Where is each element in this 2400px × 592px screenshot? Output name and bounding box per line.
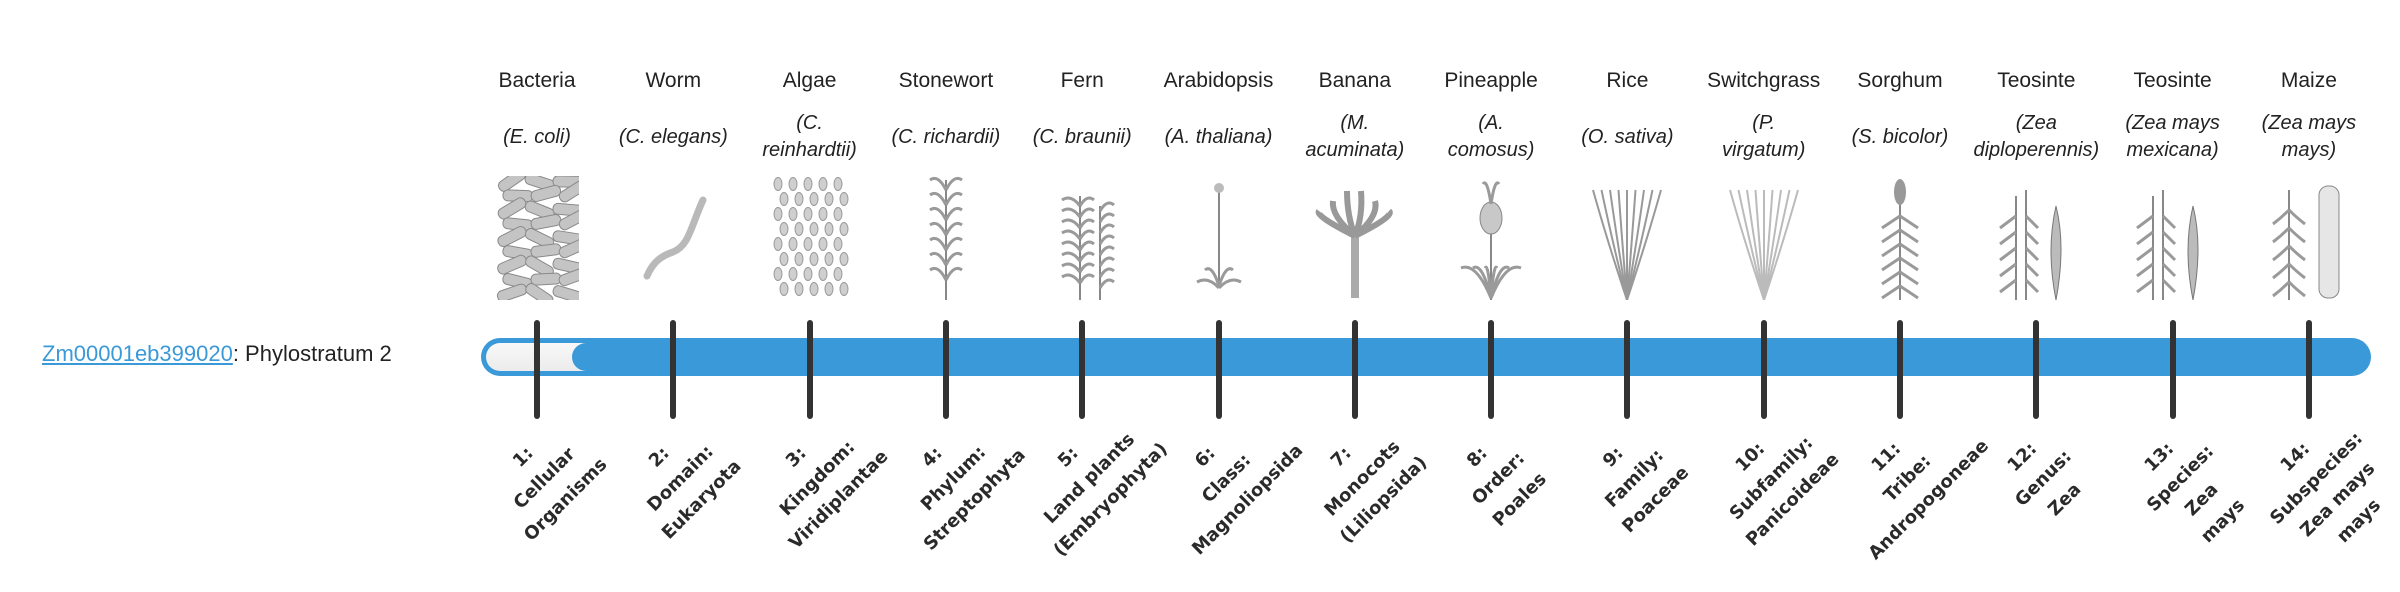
phylostratum-bar [481, 338, 2371, 376]
stratum-tick [1897, 320, 1903, 419]
fern-icon [1061, 196, 1116, 300]
organism-common-name: Rice [1606, 69, 1649, 92]
stratum-tick [1488, 320, 1495, 419]
rice-icon [1592, 189, 1663, 300]
organism-common-name: Arabidopsis [1163, 69, 1274, 92]
organism-scientific-name: (S. bicolor) [1851, 125, 1949, 148]
organism-scientific-name: (A. thaliana) [1164, 125, 1273, 148]
stratum-label: 4: Phylum: Streptophyta [916, 441, 1030, 555]
stratum-label: 3: Kingdom: Viridiplantae [775, 436, 892, 554]
stratum-label: 2: Domain: Eukaryota [643, 441, 746, 544]
stratum-label: 10: Subfamily: Panicoideae [1725, 432, 1844, 551]
organism-scientific-name: (A. comosus) [1447, 112, 1535, 161]
stratum-label: 6: Class: Magnoliopsida [1187, 440, 1307, 560]
organism-scientific-name: (Zea mays mexicana) [2125, 112, 2220, 161]
organism-common-name: Maize [2280, 69, 2337, 92]
stratum-tick [670, 320, 677, 419]
sorghum-icon [1881, 179, 1919, 300]
organism-scientific-name: (O. sativa) [1581, 125, 1674, 148]
organism-common-name: Stonewort [898, 69, 994, 92]
organism-common-name: Bacteria [498, 69, 576, 92]
stratum-tick [806, 320, 813, 419]
organism-common-name: Algae [782, 69, 837, 92]
phylostratum-text: : Phylostratum 2 [232, 341, 392, 366]
organism-common-name: Teosinte [1997, 69, 2076, 92]
organism-scientific-name: (C. braunii) [1032, 125, 1132, 148]
stratum-tick [942, 320, 949, 419]
stratum-tick [1215, 320, 1222, 419]
algae-icon [773, 177, 849, 296]
pineapple-icon [1460, 181, 1522, 300]
stratum-label: 12: Genus: Zea [2003, 438, 2086, 521]
stratum-label: 7: Monocots (Liliopsida) [1320, 436, 1432, 548]
organism-common-name: Fern [1060, 69, 1104, 92]
gene-label: Zm00001eb399020: Phylostratum 2 [42, 340, 392, 368]
banana-icon [1315, 190, 1393, 298]
gene-id-link[interactable]: Zm00001eb399020 [42, 341, 233, 366]
organism-common-name: Worm [645, 69, 702, 92]
organism-scientific-name: (Zea diploperennis) [1973, 112, 2100, 161]
stratum-label: 8: Order: Poales [1462, 442, 1551, 531]
teosinte-icon [1999, 190, 2062, 300]
stratum-tick [1624, 320, 1631, 419]
stratum-tick [2169, 320, 2176, 419]
stratum-tick [1079, 320, 1086, 419]
stratum-label: 14: Subspecies: Zea mays mays [2265, 428, 2385, 547]
organism-scientific-name: (Zea mays mays) [2261, 112, 2357, 161]
stratum-label: 9: Family: Poaceae [1599, 442, 1694, 538]
stratum-label: 11: Tribe: Andropogoneae [1864, 435, 1993, 564]
organism-common-name: Pineapple [1444, 69, 1538, 92]
worm-icon [643, 196, 707, 280]
organism-scientific-name: (E. coli) [503, 125, 571, 148]
maize-icon [2271, 185, 2340, 300]
organism-scientific-name: (M. acuminata) [1305, 112, 1405, 161]
switchgrass-icon [1728, 189, 1799, 300]
organism-common-name: Banana [1318, 69, 1391, 92]
organism-scientific-name: (C. reinhardtii) [762, 112, 857, 161]
organism-common-name: Teosinte [2133, 69, 2212, 92]
organism-scientific-name: (C. elegans) [618, 125, 728, 148]
stratum-tick [1351, 320, 1358, 419]
organism-scientific-name: (P. virgatum) [1722, 112, 1806, 161]
stratum-tick [1760, 320, 1767, 419]
teosinte-icon [2135, 190, 2199, 300]
organism-scientific-name: (C. richardii) [891, 125, 1001, 148]
stratum-tick [534, 320, 540, 419]
stratum-label: 5: Land plants (Embryophyta) [1040, 429, 1172, 561]
stonewort-icon [928, 176, 963, 300]
stratum-label: 1: Cellular Organisms [508, 442, 612, 546]
organism-common-name: Sorghum [1857, 69, 1943, 92]
stratum-tick [2033, 320, 2040, 419]
arabidopsis-icon [1195, 183, 1242, 290]
stratum-tick [2305, 320, 2312, 419]
bacteria-icon [496, 176, 579, 300]
organism-common-name: Switchgrass [1707, 69, 1821, 92]
